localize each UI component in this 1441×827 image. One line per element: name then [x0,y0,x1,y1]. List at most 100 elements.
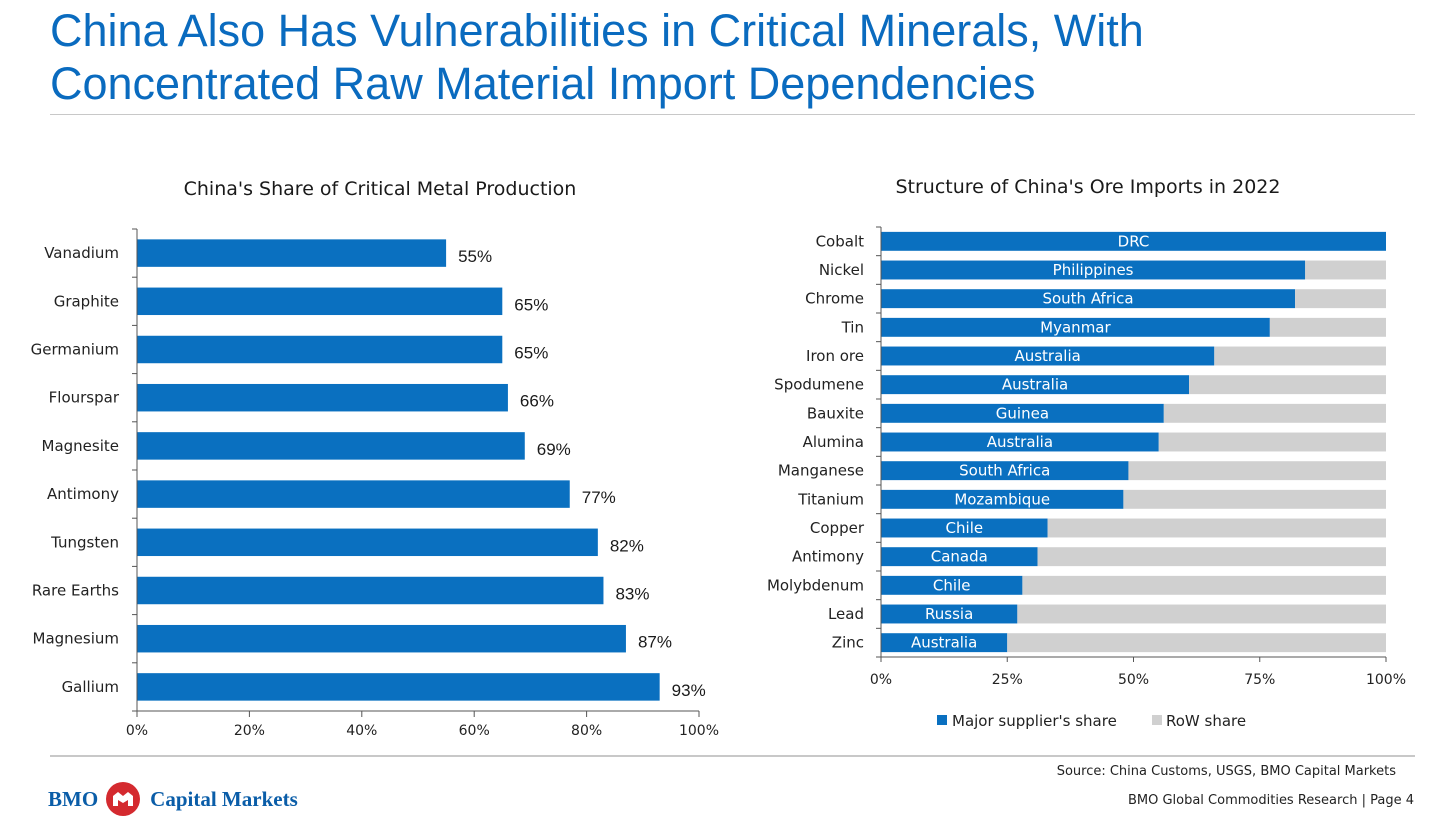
logo-wordmark-capital-markets: Capital Markets [150,786,298,811]
source-note: Source: China Customs, USGS, BMO Capital… [1056,764,1396,779]
data-label: 55% [458,247,492,266]
bar-row-titanium [1123,489,1386,509]
page-title: China Also Has Vulnerabilities in Critic… [50,4,1410,110]
bar-row-lead [1017,604,1386,624]
data-label: 65% [514,344,548,363]
bar-row-alumina [1158,432,1386,452]
bar-flourspar [137,383,508,412]
supplier-label: Canada [931,548,988,566]
footer-divider [50,755,1415,757]
title-line-1: China Also Has Vulnerabilities in Critic… [50,5,1144,56]
legend-swatch-major [937,715,947,725]
category-label: Nickel [819,261,864,279]
bar-gallium [137,673,660,701]
x-tick-label: 0% [126,723,148,739]
x-tick-label: 75% [1244,672,1275,688]
category-label: Germanium [31,341,119,359]
category-label: Rare Earths [32,582,119,600]
bar-major-cobalt [881,231,1386,251]
bar-row-spodumene [1189,375,1386,395]
bar-major-nickel [881,260,1306,280]
x-tick-label: 20% [234,723,265,739]
category-label: Bauxite [807,404,864,422]
bar-row-molybdenum [1022,575,1386,595]
data-label: 65% [514,295,548,314]
supplier-label: Chile [933,576,971,594]
bar-row-iron-ore [1214,346,1386,366]
supplier-label: Australia [1014,347,1080,365]
title-line-2: Concentrated Raw Material Import Depende… [50,58,1036,109]
supplier-label: Guinea [996,404,1049,422]
x-tick-label: 100% [679,723,719,739]
x-tick-label: 60% [459,723,490,739]
category-label: Magnesium [33,630,120,648]
data-label: 69% [537,440,571,459]
x-tick-label: 80% [571,723,602,739]
bar-antimony [137,480,570,508]
bar-germanium [137,335,503,364]
category-label: Manganese [778,462,864,480]
bar-major-bauxite [881,403,1164,423]
bar-major-spodumene [881,375,1190,395]
logo-wordmark-bmo: BMO [48,786,99,811]
ore-imports-chart: Structure of China's Ore Imports in 2022… [767,176,1406,730]
supplier-label: Australia [987,433,1053,451]
bmo-logo: BMO Capital Markets [48,777,298,821]
supplier-label: Australia [1002,376,1068,394]
supplier-label: Myanmar [1040,318,1111,336]
category-label: Molybdenum [767,576,864,594]
chart2-title: Structure of China's Ore Imports in 2022 [895,176,1280,198]
category-label: Iron ore [806,347,864,365]
data-label: 82% [610,536,644,555]
bar-major-titanium [881,489,1124,509]
bar-row-bauxite [1163,403,1386,423]
supplier-label: Chile [946,519,984,537]
category-label: Copper [810,519,865,537]
category-label: Titanium [797,490,864,508]
title-divider [50,114,1415,115]
data-label: 77% [582,488,616,507]
bar-row-nickel [1305,260,1386,280]
legend-label-row: RoW share [1166,712,1246,730]
category-label: Flourspar [49,389,120,407]
x-tick-label: 0% [870,672,892,688]
x-tick-label: 25% [992,672,1023,688]
production-share-chart: China's Share of Critical Metal Producti… [31,178,719,739]
bar-rare-earths [137,576,604,605]
bar-row-zinc [1007,633,1386,653]
bar-tungsten [137,528,598,557]
category-label: Spodumene [774,376,864,394]
category-label: Vanadium [44,244,119,262]
category-label: Cobalt [816,232,865,250]
category-label: Lead [828,605,864,623]
chart1-title: China's Share of Critical Metal Producti… [184,178,577,200]
bar-magnesium [137,624,626,653]
x-tick-label: 40% [346,723,377,739]
bar-major-tin [881,317,1270,337]
bar-major-chrome [881,289,1296,309]
bar-major-iron-ore [881,346,1215,366]
legend-label-major: Major supplier's share [952,712,1117,730]
bar-row-tin [1269,317,1386,337]
category-label: Graphite [54,292,119,310]
supplier-label: Australia [911,634,977,652]
category-label: Antimony [47,485,119,503]
supplier-label: South Africa [959,462,1050,480]
supplier-label: South Africa [1042,290,1133,308]
supplier-label: Philippines [1053,261,1134,279]
category-label: Antimony [792,548,864,566]
category-label: Zinc [832,634,864,652]
bar-magnesite [137,432,525,460]
category-label: Gallium [62,678,119,696]
x-tick-label: 50% [1118,672,1149,688]
data-label: 83% [615,585,649,604]
page-info: BMO Global Commodities Research | Page 4 [1127,793,1414,808]
data-label: 87% [638,633,672,652]
bar-row-copper [1047,518,1386,538]
bar-major-antimony [881,547,1038,567]
bar-row-antimony [1037,547,1386,567]
x-tick-label: 100% [1366,672,1406,688]
category-label: Alumina [803,433,864,451]
bar-row-manganese [1128,461,1386,481]
bmo-roundel-icon [106,782,141,816]
